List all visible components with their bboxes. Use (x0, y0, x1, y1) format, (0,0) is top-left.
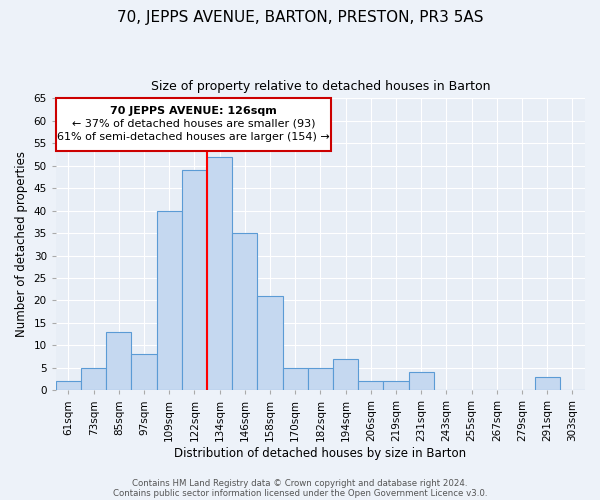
Bar (283, 368, 308, 390)
Text: ← 37% of detached houses are smaller (93): ← 37% of detached houses are smaller (93… (71, 119, 315, 129)
Bar (182, 170, 207, 390)
Bar (232, 233, 257, 390)
Bar (207, 156, 232, 390)
Bar (383, 382, 409, 390)
Text: Contains public sector information licensed under the Open Government Licence v3: Contains public sector information licen… (113, 488, 487, 498)
Bar (358, 382, 383, 390)
Text: 70, JEPPS AVENUE, BARTON, PRESTON, PR3 5AS: 70, JEPPS AVENUE, BARTON, PRESTON, PR3 5… (117, 10, 483, 25)
Bar (56, 382, 81, 390)
Bar (535, 377, 560, 390)
Title: Size of property relative to detached houses in Barton: Size of property relative to detached ho… (151, 80, 490, 93)
Bar (333, 359, 358, 390)
Text: 61% of semi-detached houses are larger (154) →: 61% of semi-detached houses are larger (… (57, 132, 330, 142)
Bar (409, 372, 434, 390)
Bar (131, 354, 157, 390)
FancyBboxPatch shape (56, 98, 331, 151)
Text: Contains HM Land Registry data © Crown copyright and database right 2024.: Contains HM Land Registry data © Crown c… (132, 478, 468, 488)
Bar (106, 332, 131, 390)
Bar (308, 368, 333, 390)
Text: 70 JEPPS AVENUE: 126sqm: 70 JEPPS AVENUE: 126sqm (110, 106, 277, 116)
Bar (157, 210, 182, 390)
Bar (81, 368, 106, 390)
Y-axis label: Number of detached properties: Number of detached properties (15, 152, 28, 338)
X-axis label: Distribution of detached houses by size in Barton: Distribution of detached houses by size … (175, 447, 466, 460)
Bar (257, 296, 283, 390)
